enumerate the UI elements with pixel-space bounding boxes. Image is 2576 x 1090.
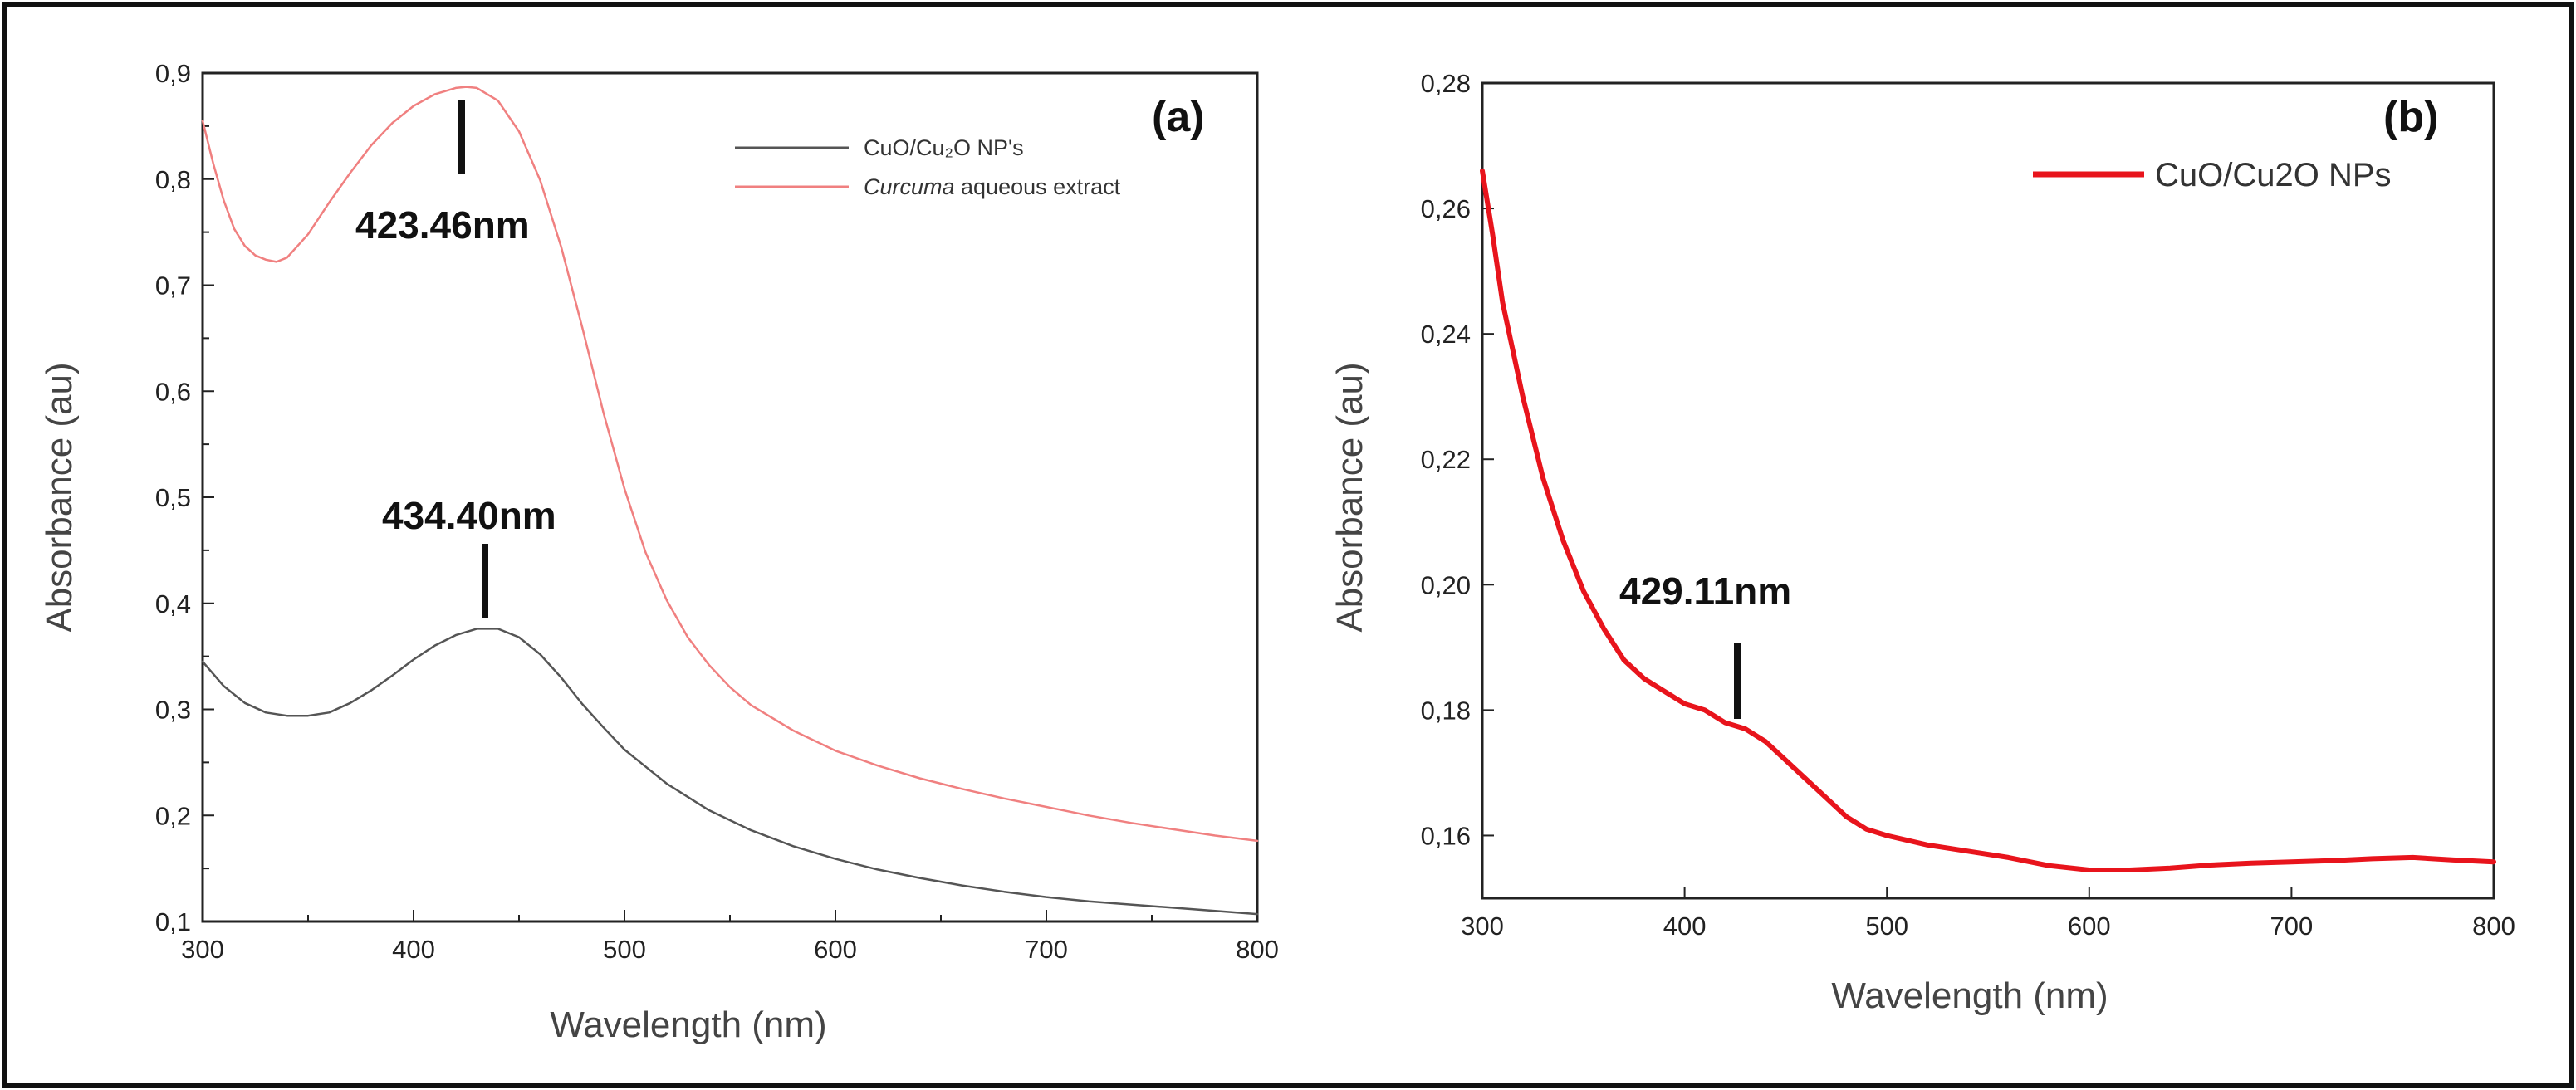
y-tick-label-a-3: 0,4 xyxy=(155,589,191,618)
chart-panel-a: 0,1 0,2 0,3 0,4 0,5 0,6 0,7 0,8 0,9 300 400 500 600… xyxy=(39,59,1279,1045)
x-ticks-a: 300 400 500 600 700 800 xyxy=(181,910,1279,964)
y-tick-label-a-5: 0,6 xyxy=(155,377,191,406)
chart-panel-b: 0,16 0,18 0,20 0,22 0,24 0,26 0,28 300 400 500 60… xyxy=(1330,69,2515,1016)
panel-label-a: (a) xyxy=(1152,93,1205,141)
y-tick-label-a-8: 0,9 xyxy=(155,59,191,88)
y-tick-label-a-7: 0,8 xyxy=(155,165,191,194)
y-tick-label-b-5: 0,26 xyxy=(1421,194,1471,223)
x-tick-label-b-4: 700 xyxy=(2270,912,2314,941)
y-tick-label-a-6: 0,7 xyxy=(155,271,191,301)
x-axis-title-b: Wavelength (nm) xyxy=(1831,975,2108,1016)
legend-a: CuO/Cu₂O NP's Curcuma aqueous extract xyxy=(735,135,1121,199)
x-tick-label-b-0: 300 xyxy=(1461,912,1504,941)
legend-b: CuO/Cu2O NPs xyxy=(2033,157,2392,193)
y-ticks-a: 0,1 0,2 0,3 0,4 0,5 0,6 0,7 0,8 0,9 xyxy=(155,59,214,936)
x-tick-label-a-5: 800 xyxy=(1236,935,1279,964)
x-axis-title-a: Wavelength (nm) xyxy=(550,1004,826,1045)
series-line-a-0 xyxy=(201,628,1259,916)
x-tick-label-a-0: 300 xyxy=(181,935,224,964)
y-tick-label-a-4: 0,5 xyxy=(155,483,191,512)
legend-label-a-1-rest: aqueous extract xyxy=(955,174,1121,199)
y-axis-title-a: Absorbance (au) xyxy=(39,362,80,632)
legend-label-a-0: CuO/Cu₂O NP's xyxy=(864,135,1024,160)
y-tick-label-b-4: 0,24 xyxy=(1421,320,1471,349)
y-tick-label-a-2: 0,3 xyxy=(155,696,191,725)
y-tick-label-b-3: 0,22 xyxy=(1421,445,1471,474)
x-ticks-b: 300 400 500 600 700 800 xyxy=(1461,887,2515,941)
x-tick-label-b-5: 800 xyxy=(2472,912,2515,941)
panel-label-b: (b) xyxy=(2383,93,2438,141)
annotation-a-0: 423.46nm xyxy=(355,203,530,247)
series-line-a-1 xyxy=(201,86,1259,843)
x-tick-label-a-2: 500 xyxy=(603,935,646,964)
x-tick-label-b-2: 500 xyxy=(1865,912,1908,941)
y-tick-label-a-0: 0,1 xyxy=(155,907,191,936)
y-tick-label-b-2: 0,20 xyxy=(1421,570,1471,599)
legend-label-a-1: Curcuma aqueous extract xyxy=(864,174,1121,199)
series-line-b-0 xyxy=(1480,168,2496,872)
plot-frame-b xyxy=(1481,81,2495,900)
series-b xyxy=(1480,168,2496,872)
legend-label-b-0: CuO/Cu2O NPs xyxy=(2155,157,2392,193)
legend-label-a-1-italic: Curcuma xyxy=(864,174,955,199)
series-a xyxy=(201,86,1259,916)
annotation-b-0: 429.11nm xyxy=(1619,569,1791,613)
x-tick-label-b-3: 600 xyxy=(2068,912,2111,941)
y-tick-label-b-6: 0,28 xyxy=(1421,69,1471,98)
x-tick-label-b-1: 400 xyxy=(1663,912,1707,941)
x-tick-label-a-4: 700 xyxy=(1025,935,1068,964)
y-tick-label-b-0: 0,16 xyxy=(1421,821,1471,850)
y-tick-label-b-1: 0,18 xyxy=(1421,696,1471,725)
annotation-a-1: 434.40nm xyxy=(382,494,556,537)
y-ticks-b: 0,16 0,18 0,20 0,22 0,24 0,26 0,28 xyxy=(1421,69,1494,850)
y-axis-title-b: Absorbance (au) xyxy=(1330,362,1370,632)
x-tick-label-a-1: 400 xyxy=(392,935,435,964)
plot-frame-a xyxy=(201,71,1259,923)
x-tick-label-a-3: 600 xyxy=(814,935,857,964)
y-tick-label-a-1: 0,2 xyxy=(155,801,191,830)
